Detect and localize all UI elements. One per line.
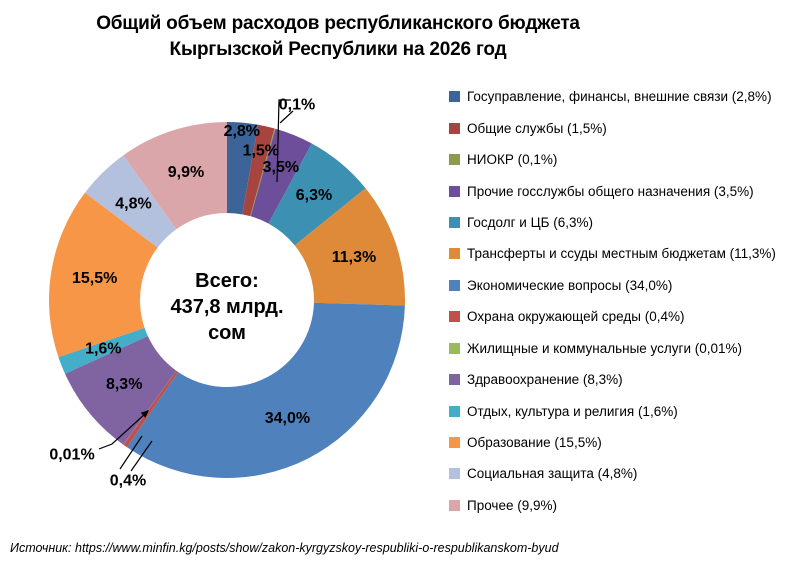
slice-label-8: 0,01%	[49, 447, 94, 464]
legend-item-5: Трансферты и ссуды местным бюджетам (11,…	[449, 238, 799, 269]
legend-swatch-4	[449, 216, 460, 228]
pie-slice-12	[85, 155, 177, 248]
slice-label-3: 3,5%	[263, 159, 299, 176]
slice-label-6: 34,0%	[265, 410, 310, 427]
slice-label-0: 2,8%	[224, 123, 260, 140]
slice-label-5: 11,3%	[332, 249, 376, 266]
slice-label-7: 0,4%	[110, 473, 146, 490]
leader-arrowhead	[140, 410, 149, 418]
leader-line-3	[130, 440, 153, 472]
legend: Госуправление, финансы, внешние связи (2…	[449, 81, 799, 521]
legend-item-1: Общие службы (1,5%)	[449, 112, 799, 143]
legend-swatch-2	[449, 154, 460, 166]
pie-slice-10	[58, 327, 148, 374]
slice-label-12: 4,8%	[115, 196, 151, 213]
legend-swatch-12	[449, 468, 460, 480]
legend-label-1: Общие службы (1,5%)	[467, 120, 607, 136]
slice-label-1: 1,5%	[243, 142, 279, 159]
pie-slice-9	[64, 336, 177, 445]
legend-swatch-11	[449, 437, 460, 449]
legend-label-0: Госуправление, финансы, внешние связи (2…	[467, 89, 772, 105]
slice-label-11: 15,5%	[72, 270, 117, 287]
legend-swatch-6	[449, 279, 460, 291]
pie-slice-6	[127, 302, 405, 479]
legend-swatch-13	[449, 499, 460, 511]
pie-slice-7	[123, 370, 179, 448]
legend-item-13: Прочее (9,9%)	[449, 490, 799, 521]
legend-item-11: Образование (15,5%)	[449, 427, 799, 458]
legend-label-12: Социальная защита (4,8%)	[467, 466, 638, 482]
slice-label-10: 1,6%	[85, 340, 121, 357]
legend-item-4: Госдолг и ЦБ (6,3%)	[449, 207, 799, 238]
legend-item-6: Экономические вопросы (34,0%)	[449, 270, 799, 301]
legend-swatch-3	[449, 185, 460, 197]
legend-swatch-1	[449, 122, 460, 134]
legend-label-10: Отдых, культура и религия (1,6%)	[467, 403, 678, 419]
donut-center-line2: 437,8 млрд.	[170, 296, 284, 318]
chart-title-line2: Кыргызской Республики на 2026 год	[169, 39, 507, 60]
pie-slice-2	[250, 128, 276, 217]
chart-title: Общий объем расходов республиканского бю…	[0, 11, 676, 63]
source-note: Источник: https://www.minfin.kg/posts/sh…	[10, 541, 559, 555]
legend-item-7: Охрана окружающей среды (0,4%)	[449, 301, 799, 332]
legend-swatch-9	[449, 374, 460, 386]
legend-item-12: Социальная защита (4,8%)	[449, 458, 799, 489]
pie-slice-8	[123, 370, 177, 445]
slice-label-2: 0,1%	[279, 97, 315, 114]
slice-label-9: 8,3%	[106, 376, 142, 393]
legend-swatch-8	[449, 342, 460, 354]
legend-label-2: НИОКР (0,1%)	[467, 152, 558, 168]
legend-item-2: НИОКР (0,1%)	[449, 144, 799, 175]
legend-label-7: Охрана окружающей среды (0,4%)	[467, 309, 685, 325]
pie-slice-3	[250, 128, 312, 224]
leader-line-2	[119, 435, 143, 470]
legend-item-8: Жилищные и коммунальные услуги (0,01%)	[449, 333, 799, 364]
donut-center-line1: Всего:	[195, 270, 259, 292]
legend-label-4: Госдолг и ЦБ (6,3%)	[467, 214, 593, 230]
legend-label-5: Трансферты и ссуды местным бюджетам (11,…	[467, 246, 776, 262]
pie-slice-4	[268, 143, 366, 246]
slice-label-4: 6,3%	[296, 187, 332, 204]
legend-label-3: Прочие госслужбы общего назначения (3,5%…	[467, 183, 754, 199]
pie-slice-0	[227, 122, 259, 215]
pie-slice-13	[123, 122, 227, 230]
legend-label-13: Прочее (9,9%)	[467, 497, 557, 513]
slice-label-13: 9,9%	[168, 164, 204, 181]
legend-swatch-0	[449, 91, 460, 103]
legend-swatch-5	[449, 248, 460, 260]
donut-center-label: Всего: 437,8 млрд. сом	[142, 268, 312, 346]
pie-slice-5	[294, 188, 405, 306]
pie-slice-11	[49, 192, 158, 358]
legend-label-11: Образование (15,5%)	[467, 435, 602, 451]
legend-item-3: Прочие госслужбы общего назначения (3,5%…	[449, 175, 799, 206]
donut-center-line3: сом	[208, 322, 246, 344]
legend-label-9: Здравоохранение (8,3%)	[467, 372, 623, 388]
leader-line-0	[276, 99, 291, 183]
legend-swatch-7	[449, 311, 460, 323]
leader-line-1	[279, 110, 294, 124]
legend-swatch-10	[449, 405, 460, 417]
chart-title-line1: Общий объем расходов республиканского бю…	[96, 13, 580, 34]
pie-slice-1	[242, 124, 275, 217]
legend-item-9: Здравоохранение (8,3%)	[449, 364, 799, 395]
leader-line-4	[98, 413, 146, 450]
legend-label-8: Жилищные и коммунальные услуги (0,01%)	[467, 340, 743, 356]
legend-label-6: Экономические вопросы (34,0%)	[467, 277, 673, 293]
legend-item-0: Госуправление, финансы, внешние связи (2…	[449, 81, 799, 112]
legend-item-10: Отдых, культура и религия (1,6%)	[449, 395, 799, 426]
